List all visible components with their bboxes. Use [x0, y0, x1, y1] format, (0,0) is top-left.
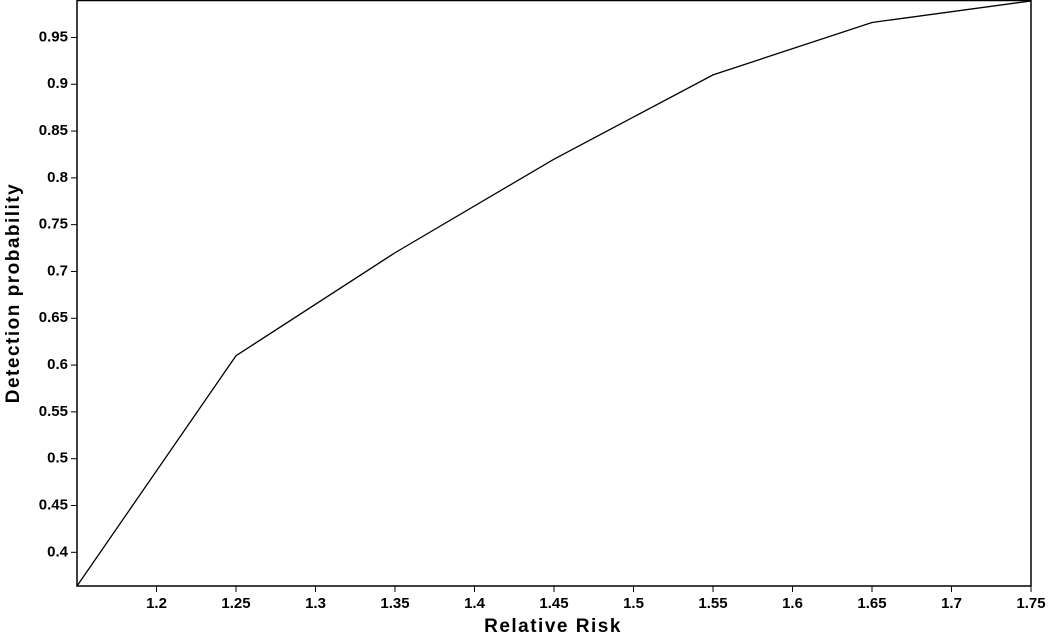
y-tick-label: 0.8 [47, 169, 68, 186]
x-tick-label: 1.5 [623, 595, 644, 612]
x-tick-label: 1.45 [539, 595, 568, 612]
x-axis-title: Relative Risk [484, 616, 622, 637]
x-tick-label: 1.4 [464, 595, 486, 612]
y-tick-label: 0.75 [39, 216, 68, 233]
y-tick-label: 0.85 [39, 122, 68, 139]
y-axis-title: Detection probability [3, 183, 24, 403]
x-tick-label: 1.35 [380, 595, 409, 612]
y-tick-label: 0.9 [47, 75, 68, 92]
x-tick-label: 1.25 [221, 595, 250, 612]
x-tick-label: 1.55 [698, 595, 727, 612]
y-tick-label: 0.55 [39, 403, 68, 420]
data-line [76, 0, 1032, 587]
plot-frame [76, 0, 1032, 587]
y-tick-label: 0.7 [47, 262, 68, 279]
x-tick-label: 1.2 [146, 595, 167, 612]
y-tick-label: 0.5 [47, 450, 68, 467]
y-tick-label: 0.6 [47, 356, 68, 373]
x-tick-label: 1.3 [305, 595, 326, 612]
x-tick-label: 1.65 [857, 595, 886, 612]
y-tick-label: 0.45 [39, 496, 68, 513]
x-tick-label: 1.7 [941, 595, 962, 612]
y-tick-label: 0.65 [39, 309, 68, 326]
x-tick-label: 1.6 [782, 595, 803, 612]
y-tick-label: 0.4 [47, 543, 69, 560]
y-tick-label: 0.95 [39, 28, 68, 45]
x-tick-label: 1.75 [1016, 595, 1045, 612]
